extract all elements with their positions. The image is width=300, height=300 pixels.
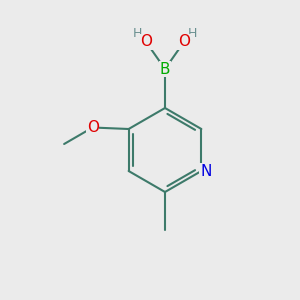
Text: H: H: [133, 27, 142, 40]
Text: O: O: [140, 34, 152, 50]
Text: O: O: [87, 120, 99, 135]
Text: O: O: [178, 34, 190, 50]
Text: B: B: [160, 61, 170, 76]
Text: N: N: [200, 164, 212, 178]
Text: H: H: [188, 27, 197, 40]
